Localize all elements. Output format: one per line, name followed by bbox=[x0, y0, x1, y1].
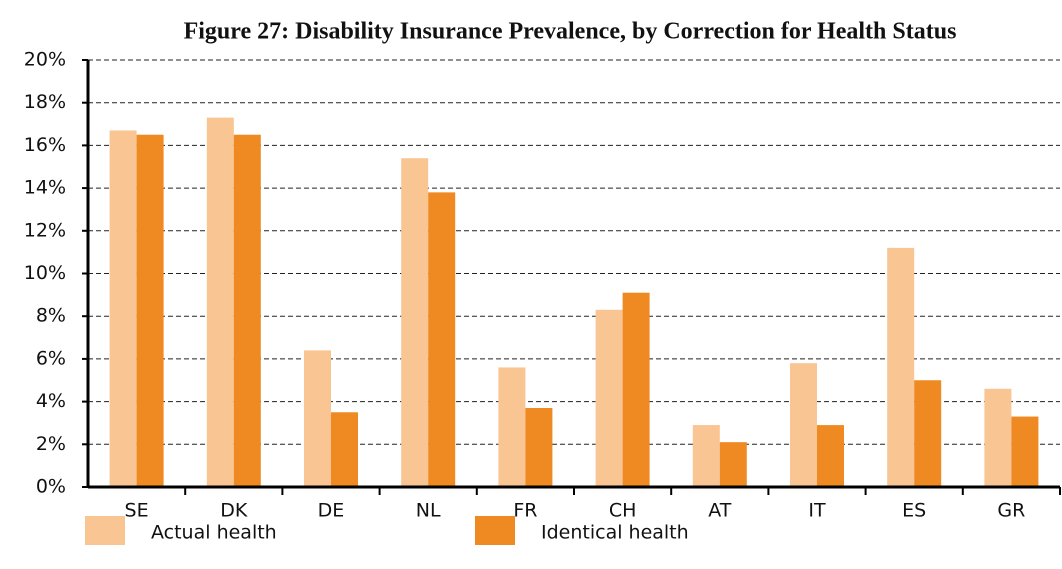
bar bbox=[109, 130, 137, 487]
bar bbox=[692, 425, 720, 487]
bar bbox=[304, 350, 331, 487]
bar bbox=[914, 380, 942, 487]
legend-swatch bbox=[85, 516, 125, 545]
x-tick-label: CH bbox=[609, 500, 637, 522]
y-tick-label: 4% bbox=[36, 390, 66, 412]
legend-label: Actual health bbox=[151, 522, 277, 544]
y-tick-label: 0% bbox=[36, 476, 66, 498]
x-tick-label: DE bbox=[318, 500, 345, 522]
bar bbox=[984, 388, 1012, 487]
y-tick-label: 20% bbox=[24, 49, 66, 71]
y-tick-label: 14% bbox=[24, 177, 66, 199]
x-tick-label: IT bbox=[808, 500, 826, 522]
bar bbox=[622, 292, 650, 487]
y-tick-label: 18% bbox=[24, 91, 66, 113]
bar bbox=[817, 425, 844, 487]
bar bbox=[719, 442, 747, 487]
bar bbox=[233, 134, 261, 487]
x-tick-label: DK bbox=[220, 500, 248, 522]
bar bbox=[428, 192, 456, 487]
x-tick-label: SE bbox=[125, 500, 149, 522]
legend-swatch bbox=[475, 516, 515, 545]
bar bbox=[595, 309, 623, 487]
y-tick-label: 2% bbox=[36, 433, 66, 455]
x-tick-label: ES bbox=[902, 500, 926, 522]
bar bbox=[206, 117, 234, 488]
bar bbox=[525, 408, 553, 487]
y-tick-label: 8% bbox=[36, 305, 66, 327]
legend-label: Identical health bbox=[541, 522, 689, 544]
bar bbox=[887, 247, 915, 487]
bar bbox=[401, 158, 429, 487]
x-tick-label: GR bbox=[997, 500, 1025, 522]
x-tick-label: FR bbox=[513, 500, 537, 522]
x-tick-label: NL bbox=[416, 500, 441, 522]
bar bbox=[1011, 416, 1039, 487]
y-tick-label: 10% bbox=[24, 262, 66, 284]
bar bbox=[790, 363, 817, 487]
y-tick-label: 6% bbox=[36, 347, 66, 369]
bar bbox=[498, 367, 526, 487]
y-tick-label: 12% bbox=[24, 219, 66, 241]
bar bbox=[331, 412, 358, 487]
bar bbox=[136, 134, 164, 487]
chart-title: Figure 27: Disability Insurance Prevalen… bbox=[184, 19, 957, 45]
x-tick-label: AT bbox=[708, 500, 732, 522]
y-tick-label: 16% bbox=[24, 134, 66, 156]
